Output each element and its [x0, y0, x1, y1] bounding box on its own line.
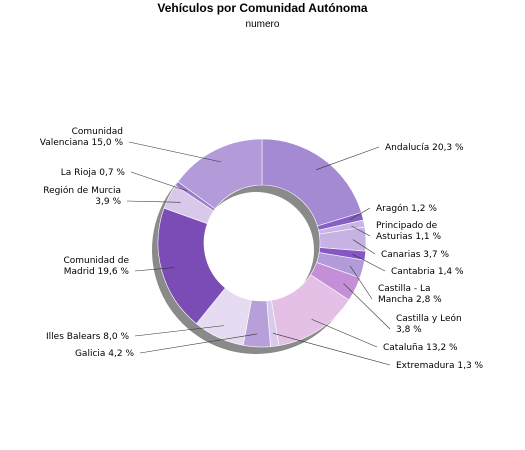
slice-label-castilla-la-mancha: Castilla - La Mancha 2,8 %	[378, 284, 442, 305]
chart-title: Vehículos por Comunidad Autónoma	[157, 1, 368, 15]
slice-label-castilla-y-leon: Castilla y León 3,8 %	[396, 313, 462, 335]
leader-line-castilla-la-mancha	[349, 265, 373, 300]
slice-label-andalucia: Andalucía 20,3 %	[385, 143, 464, 153]
leader-line-canarias	[352, 239, 376, 255]
leader-line-galicia	[139, 333, 258, 354]
slice-label-cantabria: Cantabria 1,4 %	[391, 267, 464, 277]
leader-line-andalucia	[315, 146, 380, 171]
slice-label-extremadura: Extremadura 1,3 %	[396, 361, 484, 371]
leader-line-la-rioja	[130, 171, 188, 192]
leader-line-cantabria	[352, 253, 386, 272]
slice-label-la-rioja: La Rioja 0,7 %	[61, 168, 126, 178]
slice-label-illes-balears: Illes Balears 8,0 %	[46, 332, 129, 342]
slice-comunidad-valenciana	[177, 138, 263, 210]
leader-line-illes-balears	[134, 325, 224, 337]
slice-label-cataluna: Cataluña 13,2 %	[383, 343, 458, 353]
leader-line-principado-de-asturias	[351, 225, 371, 237]
leader-line-cataluna	[311, 318, 378, 348]
slice-label-comunidad-valenciana: Comunidad Valenciana 15,0 %	[40, 127, 124, 148]
slice-label-region-de-murcia: Región de Murcia 3,9 %	[43, 185, 121, 207]
leader-line-comunidad-de-madrid	[134, 267, 175, 272]
slice-label-comunidad-de-madrid: Comunidad de Madrid 19,6 %	[63, 256, 129, 277]
leader-line-aragon	[349, 207, 371, 220]
slice-label-canarias: Canarias 3,7 %	[381, 250, 449, 260]
leader-line-extremadura	[273, 333, 391, 366]
leader-line-castilla-y-leon	[343, 283, 391, 330]
leader-line-comunidad-valenciana	[128, 141, 221, 163]
chart-subtitle: numero	[245, 19, 280, 30]
slice-andalucia	[261, 138, 362, 227]
slice-label-aragon: Aragón 1,2 %	[376, 203, 437, 214]
slice-label-principado-de-asturias: Principado de Asturias 1,1 %	[376, 221, 442, 242]
leader-line-region-de-murcia	[126, 200, 181, 203]
slice-label-galicia: Galicia 4,2 %	[75, 349, 134, 359]
